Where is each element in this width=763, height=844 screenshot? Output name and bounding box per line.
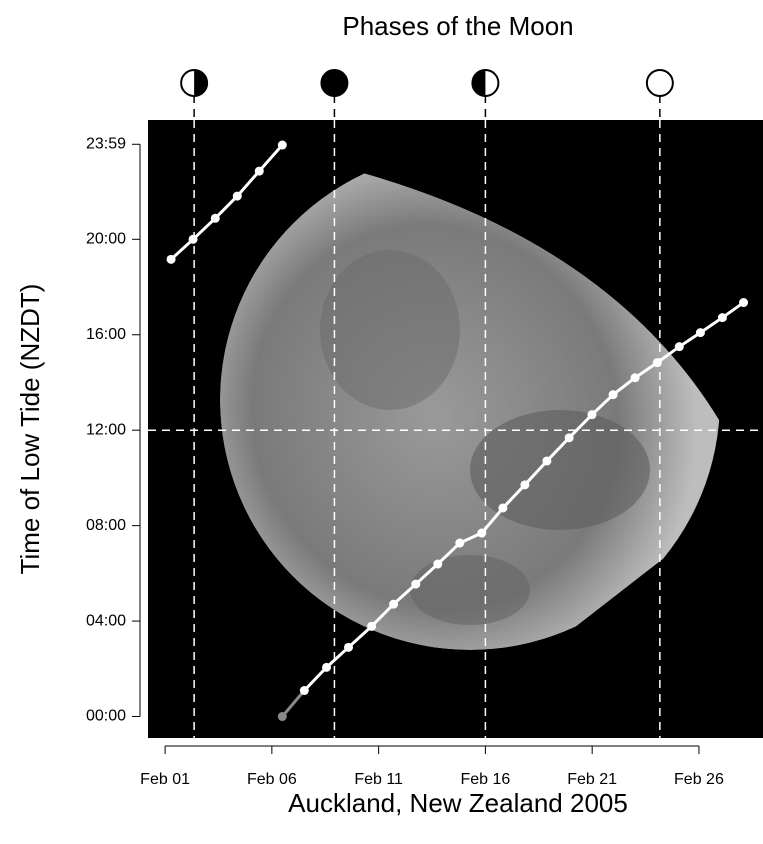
- tide-point: [389, 599, 399, 609]
- tide-point: [433, 559, 443, 569]
- phase-shade: [194, 70, 208, 96]
- phase-icon: [645, 69, 674, 97]
- tide-point: [232, 191, 242, 201]
- tide-point: [299, 686, 309, 696]
- tide-point: [717, 313, 727, 323]
- tide-point: [630, 373, 640, 383]
- tide-point: [322, 662, 332, 672]
- tide-point: [210, 213, 220, 223]
- tide-point: [455, 538, 465, 548]
- phase-disc: [320, 69, 349, 97]
- phase-icon: [320, 69, 349, 97]
- tide-point: [411, 579, 421, 589]
- phase-shade: [472, 70, 486, 96]
- y-tick-label: 08:00: [86, 517, 126, 534]
- y-axis-label: Time of Low Tide (NZDT): [15, 284, 45, 575]
- tide-point: [277, 140, 287, 150]
- x-tick-label: Feb 26: [674, 771, 724, 788]
- chart-title: Phases of the Moon: [342, 11, 573, 41]
- y-tick-label: 12:00: [86, 421, 126, 438]
- tide-point: [564, 433, 574, 443]
- tide-point: [739, 298, 749, 308]
- tide-point: [344, 642, 354, 652]
- y-tick-label: 00:00: [86, 708, 126, 725]
- y-tick-label: 16:00: [86, 326, 126, 343]
- tide-point: [477, 528, 487, 538]
- tide-point: [587, 410, 597, 420]
- x-tick-label: Feb 01: [140, 771, 190, 788]
- y-tick-label: 20:00: [86, 231, 126, 248]
- tide-point: [520, 480, 530, 490]
- tide-point: [608, 390, 618, 400]
- moon-image: [220, 173, 720, 650]
- connector: [281, 689, 306, 718]
- x-axis-label: Auckland, New Zealand 2005: [288, 788, 628, 818]
- tide-point: [166, 254, 176, 264]
- x-tick-label: Feb 11: [354, 771, 403, 788]
- phase-disc: [645, 69, 674, 97]
- phase-icon: [471, 69, 500, 97]
- tide-point: [695, 328, 705, 338]
- phase-icon: [180, 69, 209, 97]
- tide-point: [498, 503, 508, 513]
- tide-point: [542, 456, 552, 466]
- tide-point: [188, 234, 198, 244]
- x-tick-label: Feb 16: [460, 771, 510, 788]
- tide-point: [652, 358, 662, 368]
- tide-point: [367, 621, 377, 631]
- tide-point: [674, 342, 684, 352]
- x-tick-label: Feb 06: [247, 771, 297, 788]
- tide-line: [170, 144, 284, 261]
- y-tick-label: 23:59: [86, 135, 126, 152]
- tide-point: [254, 166, 264, 176]
- x-tick-label: Feb 21: [567, 771, 617, 788]
- y-tick-label: 04:00: [86, 612, 126, 629]
